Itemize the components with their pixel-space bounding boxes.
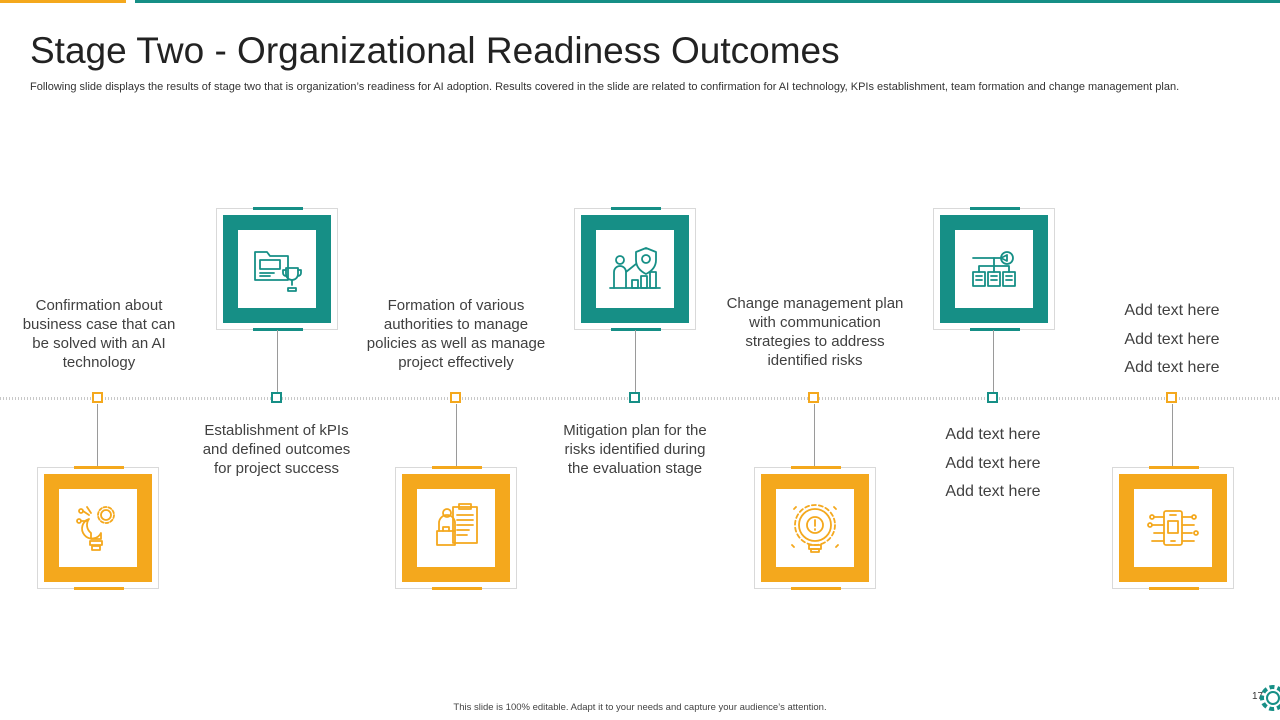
- connector-5: [814, 404, 815, 466]
- step-4-card: [574, 207, 696, 331]
- step-3-card: [395, 466, 517, 590]
- step-5-text: Change management plan with communicatio…: [726, 295, 904, 369]
- step-5-card: [754, 466, 876, 590]
- slide-title: Stage Two - Organizational Readiness Out…: [30, 30, 840, 71]
- connector-7: [1172, 404, 1173, 466]
- idea-gear-icon: [776, 489, 854, 567]
- presenter-shield-icon: [596, 230, 674, 308]
- timeline-marker-3: [450, 392, 461, 403]
- step-7-line-2: Add text here: [1124, 330, 1220, 348]
- step-2-card: [216, 207, 338, 331]
- timeline-marker-1: [92, 392, 103, 403]
- step-7-card: [1112, 466, 1234, 590]
- step-3-text: Formation of various authorities to mana…: [366, 297, 546, 371]
- step-4-text: Mitigation plan for the risks identified…: [563, 422, 707, 477]
- step-2-text: Establishment of kPIs and defined outcom…: [202, 422, 351, 477]
- circuit-chip-icon: [1134, 489, 1212, 567]
- top-accent-bar-orange: [0, 0, 126, 3]
- connector-6: [993, 330, 994, 392]
- slide-subtitle: Following slide displays the results of …: [30, 81, 1180, 93]
- step-1-card: [37, 466, 159, 590]
- connector-2: [277, 330, 278, 392]
- step-7-line-1: Add text here: [1124, 302, 1220, 319]
- step-7-text: Add text here Add text here Add text her…: [1092, 297, 1252, 383]
- connector-3: [456, 404, 457, 466]
- folder-trophy-icon: [238, 230, 316, 308]
- timeline-marker-2: [271, 392, 282, 403]
- step-7-line-3: Add text here: [1124, 359, 1220, 376]
- step-6-line-2: Add text here: [945, 454, 1041, 472]
- step-6-text: Add text here Add text here Add text her…: [913, 421, 1073, 507]
- footer-note: This slide is 100% editable. Adapt it to…: [453, 702, 827, 713]
- step-6-line-3: Add text here: [945, 483, 1041, 500]
- timeline-marker-5: [808, 392, 819, 403]
- top-accent-bar-teal: [135, 0, 1280, 3]
- lightbulb-gear-icon: [59, 489, 137, 567]
- clipboard-team-icon: [417, 489, 495, 567]
- connector-1: [97, 404, 98, 466]
- timeline-marker-4: [629, 392, 640, 403]
- page-number: 17: [1252, 691, 1264, 702]
- step-6-line-1: Add text here: [945, 426, 1041, 443]
- pencil-network-icon: [955, 230, 1033, 308]
- step-1-text: Confirmation about business case that ca…: [22, 297, 176, 371]
- timeline-marker-6: [987, 392, 998, 403]
- gear-icon: [1260, 685, 1280, 711]
- step-6-card: [933, 207, 1055, 331]
- connector-4: [635, 330, 636, 392]
- timeline-line: [0, 397, 1280, 400]
- timeline-marker-7: [1166, 392, 1177, 403]
